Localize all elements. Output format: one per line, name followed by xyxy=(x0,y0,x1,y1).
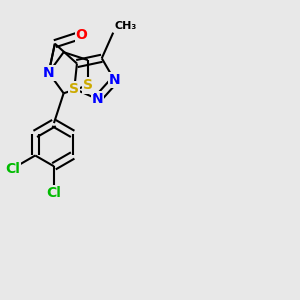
Text: CH₃: CH₃ xyxy=(115,20,137,31)
Text: S: S xyxy=(83,78,93,92)
Text: Cl: Cl xyxy=(5,162,20,176)
Text: N: N xyxy=(43,66,55,80)
Text: Cl: Cl xyxy=(46,186,62,200)
Text: S: S xyxy=(69,82,79,96)
Text: N: N xyxy=(92,92,103,106)
Text: O: O xyxy=(76,28,88,42)
Text: N: N xyxy=(109,73,120,87)
